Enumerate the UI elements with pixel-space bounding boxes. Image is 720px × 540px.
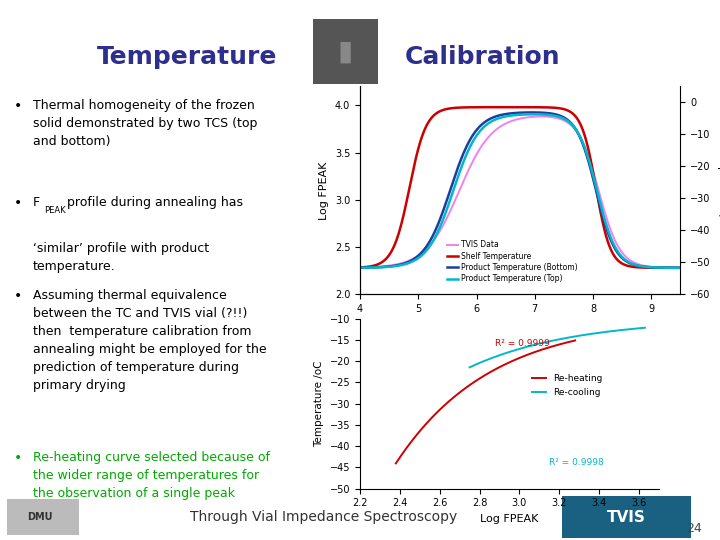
Text: profile during annealing has: profile during annealing has [63, 195, 243, 209]
Text: •: • [14, 451, 22, 465]
Bar [562, 496, 691, 538]
Text: •: • [14, 195, 22, 210]
Text: Re-heating curve selected because of
the wider range of temperatures for
the obs: Re-heating curve selected because of the… [32, 451, 269, 500]
Text: Through Vial Impedance Spectroscopy: Through Vial Impedance Spectroscopy [190, 510, 458, 524]
Text: 24: 24 [686, 522, 702, 535]
Text: F: F [32, 195, 40, 209]
Text: •: • [14, 99, 22, 112]
Legend: TVIS Data, Shelf Temperature, Product Temperature (Bottom), Product Temperature : TVIS Data, Shelf Temperature, Product Te… [444, 238, 581, 286]
Text: •: • [14, 289, 22, 303]
Y-axis label: Log FPEAK: Log FPEAK [319, 161, 329, 220]
Text: DMU: DMU [27, 512, 53, 522]
X-axis label: Time / h: Time / h [498, 320, 543, 329]
Text: Assuming thermal equivalence
between the TC and TVIS vial (?!!)
then  temperatur: Assuming thermal equivalence between the… [32, 289, 266, 392]
Text: R² = 0.9998: R² = 0.9998 [549, 458, 604, 467]
Text: ‘similar’ profile with product
temperature.: ‘similar’ profile with product temperatu… [32, 242, 209, 273]
Text: R² = 0.9999: R² = 0.9999 [495, 339, 550, 348]
Text: PEAK: PEAK [44, 206, 66, 215]
X-axis label: Log FPEAK: Log FPEAK [480, 514, 539, 524]
Y-axis label: Temperature /oC: Temperature /oC [314, 360, 324, 447]
Text: Thermal homogeneity of the frozen
solid demonstrated by two TCS (top
and bottom): Thermal homogeneity of the frozen solid … [32, 99, 257, 147]
Bar [7, 499, 79, 536]
Text: Calibration: Calibration [405, 45, 560, 69]
Text: Temperature: Temperature [97, 45, 277, 69]
Text: TVIS: TVIS [607, 510, 646, 524]
Legend: Re-heating, Re-cooling: Re-heating, Re-cooling [529, 371, 606, 401]
Text: ▮: ▮ [338, 37, 354, 65]
Y-axis label: Temperature / oC: Temperature / oC [717, 145, 720, 235]
